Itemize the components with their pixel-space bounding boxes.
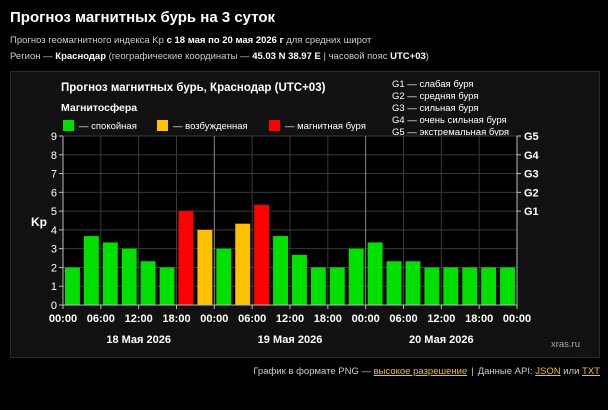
kp-bar xyxy=(386,261,402,305)
x-tick-label: 12:00 xyxy=(125,313,153,325)
x-tick-label: 06:00 xyxy=(238,313,266,325)
x-tick-label: 06:00 xyxy=(389,313,417,325)
kp-bar xyxy=(481,267,497,305)
kp-bar xyxy=(102,242,118,305)
region-prefix: Регион — xyxy=(10,51,56,62)
kp-bar xyxy=(65,267,80,305)
y-tick-label: 8 xyxy=(51,150,57,162)
kp-bar xyxy=(216,248,232,305)
x-tick-label: 00:00 xyxy=(200,313,228,325)
kp-bar xyxy=(500,267,515,305)
y-tick-label: 0 xyxy=(51,300,57,312)
kp-bar xyxy=(310,267,326,305)
timezone-prefix: | часовой пояс xyxy=(320,51,391,62)
g-legend-g5: G5 — экстремальная буря xyxy=(392,127,509,138)
kp-forecast-chart: Прогноз магнитных бурь, Краснодар (UTC+0… xyxy=(31,79,580,350)
chart-title: Прогноз магнитных бурь, Краснодар (UTC+0… xyxy=(61,82,326,94)
kp-bar xyxy=(159,267,175,305)
x-tick-label: 18:00 xyxy=(162,313,190,325)
png-label: График в формате PNG — xyxy=(253,366,374,377)
y-tick-label: 7 xyxy=(51,169,57,181)
txt-link[interactable]: TXT xyxy=(582,366,600,377)
or-text: или xyxy=(560,366,583,377)
kp-bar xyxy=(424,267,440,305)
x-tick-label: 06:00 xyxy=(87,313,115,325)
json-link[interactable]: JSON xyxy=(535,366,561,377)
region-suffix: ) xyxy=(425,51,429,62)
chart-panel: Прогноз магнитных бурь, Краснодар (UTC+0… xyxy=(10,71,600,358)
day-label: 20 Мая 2026 xyxy=(409,334,474,346)
day-label: 19 Мая 2026 xyxy=(258,334,323,346)
plot-area: 0 1 2 3 4 5 6 7 8 9 G1 G2 G3 G4 G5 00:00 06:00 12:00 18:00… xyxy=(49,131,540,346)
kp-bar xyxy=(235,223,251,305)
x-tick-label: 18:00 xyxy=(465,313,493,325)
y-tick-label: 1 xyxy=(51,281,57,293)
g-legend-g3: G3 — сильная буря xyxy=(392,103,479,114)
x-tick-label: 00:00 xyxy=(49,313,77,325)
g-legend-g4: G4 — очень сильная буря xyxy=(392,115,507,126)
footer-separator: | xyxy=(471,366,474,377)
x-tick-label: 12:00 xyxy=(276,313,304,325)
g-legend-g2: G2 — средняя буря xyxy=(392,91,478,102)
kp-bar xyxy=(83,236,99,305)
day-label: 18 Мая 2026 xyxy=(106,334,171,346)
y-tick-label: 6 xyxy=(51,187,57,199)
kp-bar xyxy=(254,204,270,305)
y-tick-label: 9 xyxy=(51,131,57,143)
x-tick-label: 18:00 xyxy=(314,313,342,325)
legend-swatch-quiet xyxy=(63,120,74,131)
x-tick-label: 00:00 xyxy=(352,313,380,325)
x-tick-label: 00:00 xyxy=(503,313,531,325)
kp-bar xyxy=(405,261,421,305)
period-prefix: Прогноз геомагнитного индекса Kp xyxy=(10,35,167,46)
kp-bar xyxy=(462,267,478,305)
kp-bar xyxy=(121,248,137,305)
watermark: xras.ru xyxy=(551,339,580,350)
region-coords: 45.03 N 38.97 E xyxy=(252,51,321,62)
region-line: Регион — Краснодар (географические коорд… xyxy=(10,51,429,62)
footer: График в формате PNG — высокое разрешени… xyxy=(253,366,600,377)
g-tick-label-g3: G3 xyxy=(524,169,539,181)
legend-swatch-active xyxy=(157,120,168,131)
g-tick-label-g2: G2 xyxy=(524,187,539,199)
kp-bar xyxy=(367,242,383,305)
legend-title: Магнитосфера xyxy=(61,102,137,114)
region-timezone: UTC+03 xyxy=(390,51,426,62)
legend-label-active: — возбужденная xyxy=(173,121,248,132)
coords-prefix: (географические координаты — xyxy=(106,51,253,62)
g-tick-label-g1: G1 xyxy=(524,206,539,218)
y-tick-label: 2 xyxy=(51,262,57,274)
y-tick-label: 4 xyxy=(51,225,57,237)
api-label: Данные API: xyxy=(477,366,536,377)
y-tick-label: 5 xyxy=(51,206,57,218)
high-res-link[interactable]: высокое разрешение xyxy=(373,366,468,377)
kp-bar xyxy=(273,236,288,305)
forecast-period-line: Прогноз геомагнитного индекса Kp с 18 ма… xyxy=(10,35,371,46)
kp-bar xyxy=(197,229,213,305)
kp-bar xyxy=(329,267,345,305)
kp-bar xyxy=(140,261,156,305)
region-name: Краснодар xyxy=(55,51,106,62)
period-dates: с 18 мая по 20 мая 2026 г xyxy=(166,35,284,46)
page-title: Прогноз магнитных бурь на 3 суток xyxy=(10,9,276,26)
x-tick-label: 12:00 xyxy=(427,313,455,325)
legend-label-quiet: — спокойная xyxy=(79,121,137,132)
y-axis-label: Kp xyxy=(31,215,47,229)
kp-bar xyxy=(443,267,459,305)
kp-bar xyxy=(348,248,364,305)
legend-label-storm: — магнитная буря xyxy=(285,121,366,132)
g-tick-label-g5: G5 xyxy=(524,131,539,143)
period-suffix: для средних широт xyxy=(283,35,372,46)
y-tick-label: 3 xyxy=(51,244,57,256)
kp-bar xyxy=(178,211,194,305)
g-legend-g1: G1 — слабая буря xyxy=(392,79,474,90)
kp-bar xyxy=(292,254,307,305)
g-tick-label-g4: G4 xyxy=(524,150,540,162)
legend-swatch-storm xyxy=(269,120,280,131)
